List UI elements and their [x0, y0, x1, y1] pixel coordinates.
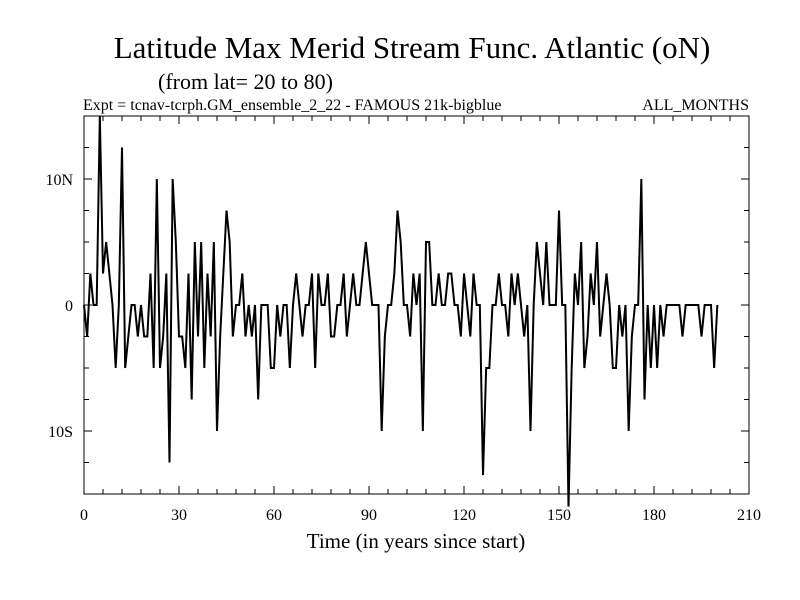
- chart-title: Latitude Max Merid Stream Func. Atlantic…: [114, 30, 711, 65]
- y-tick-label: 10N: [45, 172, 73, 189]
- x-axis-label: Time (in years since start): [307, 529, 526, 553]
- x-axis-tick-labels: 0 30 60 90 120 150 180 210: [80, 507, 761, 524]
- x-tick-label: 180: [642, 507, 666, 524]
- chart-subtitle: (from lat= 20 to 80): [158, 69, 333, 94]
- x-tick-label: 210: [737, 507, 761, 524]
- experiment-label: Expt = tcnav-tcrph.GM_ensemble_2_22 - FA…: [83, 97, 501, 114]
- x-axis-ticks: [83, 116, 750, 494]
- x-tick-label: 120: [452, 507, 476, 524]
- x-tick-label: 150: [547, 507, 571, 524]
- y-tick-label: 10S: [48, 424, 73, 441]
- months-label: ALL_MONTHS: [642, 97, 749, 114]
- x-tick-label: 60: [266, 507, 282, 524]
- series-line: [83, 115, 719, 507]
- x-tick-label: 90: [361, 507, 377, 524]
- plot-frame: [83, 115, 750, 495]
- x-tick-label: 30: [171, 507, 187, 524]
- x-tick-label: 0: [80, 507, 88, 524]
- y-tick-label: 0: [65, 298, 73, 315]
- y-axis-tick-labels: 10N 0 10S: [45, 172, 73, 441]
